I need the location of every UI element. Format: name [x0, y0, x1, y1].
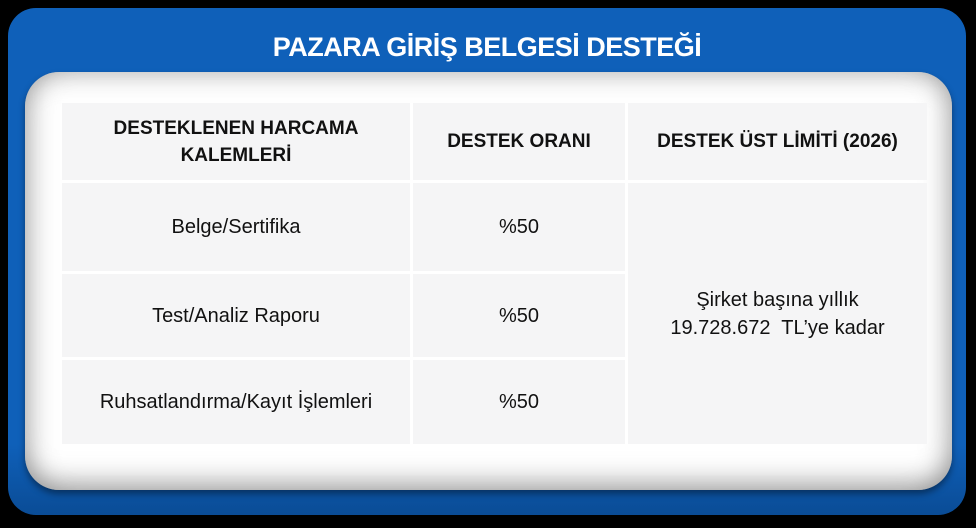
table-cell-rate-test-analiz: %50 — [413, 274, 625, 357]
column-header-support-rate: DESTEK ORANI — [413, 103, 625, 180]
support-table: DESTEKLENEN HARCAMA KALEMLERİ DESTEK ORA… — [62, 103, 927, 444]
table-cell-support-limit-value: Şirket başına yıllık 19.728.672 TL’ye ka… — [628, 183, 927, 444]
table-cell-item-belge-sertifika: Belge/Sertifika — [62, 183, 410, 271]
table-card: DESTEKLENEN HARCAMA KALEMLERİ DESTEK ORA… — [25, 72, 952, 490]
column-header-support-limit: DESTEK ÜST LİMİTİ (2026) — [628, 103, 927, 180]
blue-panel: PAZARA GİRİŞ BELGESİ DESTEĞİ DESTEKLENEN… — [8, 8, 966, 515]
page-title: PAZARA GİRİŞ BELGESİ DESTEĞİ — [272, 32, 702, 62]
table-cell-item-test-analiz: Test/Analiz Raporu — [62, 274, 410, 357]
column-header-expense-items: DESTEKLENEN HARCAMA KALEMLERİ — [62, 103, 410, 180]
table-cell-item-ruhsatlandirma: Ruhsatlandırma/Kayıt İşlemleri — [62, 360, 410, 444]
table-cell-rate-belge-sertifika: %50 — [413, 183, 625, 271]
table-cell-rate-ruhsatlandirma: %50 — [413, 360, 625, 444]
